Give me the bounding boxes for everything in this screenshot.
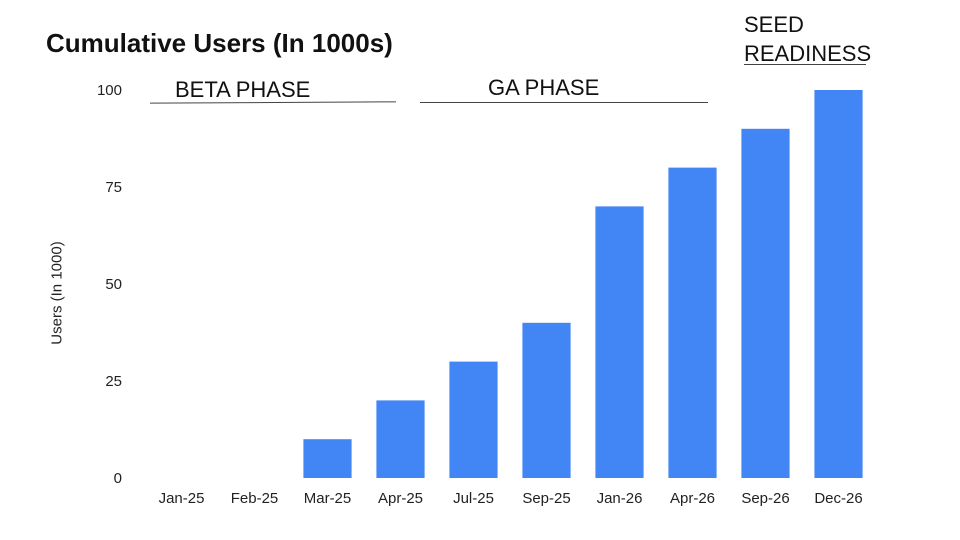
- bar-apr-26: [668, 167, 717, 478]
- bar-mar-25: [303, 439, 352, 478]
- x-tick-label: Dec-26: [814, 490, 862, 507]
- bar-sep-25: [522, 322, 571, 478]
- seed-readiness-line: [744, 64, 866, 65]
- chart-title: Cumulative Users (In 1000s): [46, 28, 393, 58]
- bar-sep-26: [741, 128, 790, 479]
- bar-apr-25: [376, 400, 425, 478]
- bar-dec-26: [814, 90, 863, 478]
- y-tick-label: 0: [114, 470, 122, 487]
- x-tick-label: Jan-26: [597, 490, 643, 507]
- x-tick-label: Sep-26: [741, 490, 789, 507]
- bar-jan-26: [595, 206, 644, 478]
- ga-phase-annotation: GA PHASE: [488, 75, 600, 100]
- seed-annotation-line2: READINESS: [744, 41, 872, 66]
- ga-phase-line: [420, 102, 708, 103]
- y-tick-label: 50: [105, 276, 122, 293]
- x-tick-label: Sep-25: [522, 490, 570, 507]
- y-tick-label: 100: [97, 82, 122, 99]
- x-tick-label: Apr-26: [670, 490, 715, 507]
- x-tick-label: Feb-25: [231, 490, 279, 507]
- x-tick-label: Jan-25: [159, 490, 205, 507]
- y-tick-label: 25: [105, 373, 122, 390]
- bar-jul-25: [449, 361, 498, 478]
- y-tick-label: 75: [105, 179, 122, 196]
- x-tick-label: Jul-25: [453, 490, 494, 507]
- x-tick-label: Apr-25: [378, 490, 423, 507]
- beta-phase-annotation: BETA PHASE: [175, 77, 311, 102]
- seed-annotation-line1: SEED: [744, 12, 804, 37]
- x-tick-label: Mar-25: [304, 490, 352, 507]
